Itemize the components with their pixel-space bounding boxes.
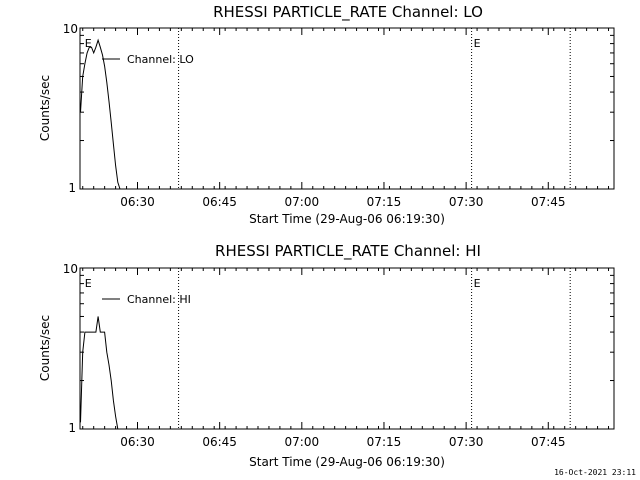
x-tick-label: 06:30 xyxy=(120,195,155,209)
legend-label: Channel: HI xyxy=(127,293,191,306)
x-tick-label: 07:45 xyxy=(531,435,566,449)
y-tick-label-bottom: 1 xyxy=(68,421,76,435)
y-tick-label-bottom: 1 xyxy=(68,181,76,195)
y-axis-label: Counts/sec xyxy=(38,315,52,381)
legend-label: Channel: LO xyxy=(127,53,194,66)
x-tick-label: 07:00 xyxy=(285,435,320,449)
event-marker-label: E xyxy=(85,277,92,290)
x-tick-label: 07:00 xyxy=(285,195,320,209)
event-marker-label: E xyxy=(474,37,481,50)
panel-lo: RHESSI PARTICLE_RATE Channel: LO Counts/… xyxy=(38,3,615,226)
x-tick-label: 07:15 xyxy=(367,195,402,209)
x-ticks: 06:30 06:45 07:00 07:15 07:30 07:45 xyxy=(80,28,614,209)
y-tick-label-top: 10 xyxy=(63,22,78,36)
x-axis-label: Start Time (29-Aug-06 06:19:30) xyxy=(249,212,445,226)
panel-hi: RHESSI PARTICLE_RATE Channel: HI Counts/… xyxy=(38,242,615,469)
series-line-lo xyxy=(80,38,121,190)
x-ticks: 06:30 06:45 07:00 07:15 07:30 07:45 xyxy=(80,268,614,449)
event-marker-label: E xyxy=(85,37,92,50)
y-tick-label-top: 10 xyxy=(63,262,78,276)
y-axis-label: Counts/sec xyxy=(38,75,52,141)
x-tick-label: 07:30 xyxy=(449,195,484,209)
series-line-hi xyxy=(80,316,119,430)
x-tick-label: 07:15 xyxy=(367,435,402,449)
event-marker-label: E xyxy=(474,277,481,290)
x-tick-label: 07:45 xyxy=(531,195,566,209)
plot-frame xyxy=(79,27,615,190)
chart-title: RHESSI PARTICLE_RATE Channel: HI xyxy=(215,242,481,261)
x-tick-label: 06:30 xyxy=(120,435,155,449)
x-tick-label: 06:45 xyxy=(202,435,237,449)
x-tick-label: 06:45 xyxy=(202,195,237,209)
x-tick-label: 07:30 xyxy=(449,435,484,449)
chart-title: RHESSI PARTICLE_RATE Channel: LO xyxy=(213,3,483,22)
plot-frame xyxy=(79,267,615,430)
generation-timestamp: 16-Oct-2021 23:11 xyxy=(554,468,636,477)
x-axis-label: Start Time (29-Aug-06 06:19:30) xyxy=(249,455,445,469)
